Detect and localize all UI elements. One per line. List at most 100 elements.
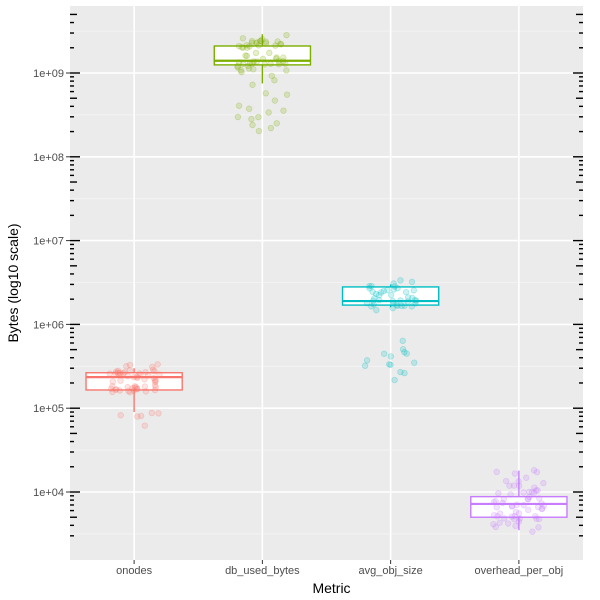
data-point xyxy=(538,500,545,507)
data-point xyxy=(108,385,115,392)
data-point xyxy=(121,369,128,376)
data-point xyxy=(249,121,256,129)
data-point xyxy=(516,515,523,522)
data-point xyxy=(253,39,260,47)
data-point xyxy=(376,297,383,304)
data-point xyxy=(134,385,141,393)
data-point xyxy=(234,63,241,70)
data-point xyxy=(532,487,540,494)
data-point xyxy=(496,519,503,526)
data-point xyxy=(361,362,369,369)
data-point xyxy=(404,294,412,301)
data-point xyxy=(130,373,138,381)
data-point xyxy=(538,505,546,513)
data-point xyxy=(114,367,122,375)
data-point xyxy=(142,369,149,376)
data-point xyxy=(535,503,542,511)
data-point xyxy=(373,306,380,314)
data-point xyxy=(245,105,253,112)
data-point xyxy=(533,515,540,522)
data-point xyxy=(112,370,119,377)
data-point xyxy=(133,385,141,393)
data-point xyxy=(386,361,393,368)
data-point xyxy=(249,60,256,67)
data-point xyxy=(275,57,283,65)
data-point xyxy=(124,372,131,380)
data-point xyxy=(283,31,290,39)
data-point xyxy=(370,301,377,308)
data-point xyxy=(412,300,419,307)
box xyxy=(470,495,568,518)
data-point xyxy=(248,39,256,46)
data-point xyxy=(275,60,283,68)
data-point xyxy=(491,511,498,519)
panel-background xyxy=(70,6,583,560)
data-point xyxy=(390,280,397,287)
y-tick-label: 1e+08 xyxy=(33,152,64,164)
data-point xyxy=(373,290,380,298)
data-point xyxy=(262,38,270,45)
data-point xyxy=(123,363,130,370)
data-point xyxy=(535,515,543,523)
data-point xyxy=(244,62,252,70)
data-point xyxy=(501,515,508,522)
data-point xyxy=(389,304,396,312)
data-point xyxy=(113,386,120,393)
data-point xyxy=(133,384,140,391)
data-point xyxy=(144,372,152,379)
data-point xyxy=(112,386,119,393)
data-point xyxy=(390,300,397,307)
data-point xyxy=(267,124,275,132)
data-point xyxy=(283,67,290,74)
data-point xyxy=(408,303,415,310)
data-point xyxy=(410,287,418,294)
x-tick-labels: onodes db_used_bytes avg_obj_size overhead_… xyxy=(116,560,563,577)
data-point xyxy=(125,387,132,395)
data-point xyxy=(253,39,261,46)
x-tick-label: onodes xyxy=(116,565,153,577)
data-point xyxy=(235,42,243,50)
data-point xyxy=(235,59,243,66)
data-point xyxy=(377,289,385,296)
data-point xyxy=(511,470,519,477)
data-point xyxy=(131,383,139,390)
data-point xyxy=(387,291,395,299)
data-point xyxy=(141,376,148,383)
data-point xyxy=(137,412,145,420)
data-point xyxy=(257,37,264,45)
data-point xyxy=(250,66,257,73)
data-point xyxy=(534,487,541,494)
data-point xyxy=(533,468,541,476)
data-point xyxy=(531,484,538,491)
y-tick-label: 1e+04 xyxy=(33,487,64,499)
data-point xyxy=(399,337,406,345)
data-point xyxy=(154,361,161,368)
data-point xyxy=(404,298,412,305)
data-point xyxy=(508,502,516,510)
data-point xyxy=(235,102,243,109)
data-point xyxy=(393,301,400,309)
data-point xyxy=(384,286,391,294)
data-point xyxy=(492,498,499,505)
right-log-ticks xyxy=(573,13,583,537)
data-point xyxy=(252,49,260,57)
data-point xyxy=(525,506,532,514)
data-point xyxy=(363,299,371,307)
data-point xyxy=(515,478,522,485)
x-axis-title: Metric xyxy=(312,580,350,596)
data-point xyxy=(507,491,514,498)
data-point xyxy=(272,42,279,49)
data-point xyxy=(401,302,408,309)
x-tick-label: overhead_per_obj xyxy=(475,565,564,577)
data-point xyxy=(515,518,523,525)
data-point xyxy=(116,369,124,377)
data-point xyxy=(511,512,518,520)
data-point xyxy=(117,412,124,419)
data-point xyxy=(273,54,280,61)
data-point xyxy=(540,479,547,487)
data-point xyxy=(150,366,157,373)
data-point xyxy=(528,488,536,496)
data-point xyxy=(412,297,420,304)
data-point xyxy=(150,374,157,382)
data-point xyxy=(380,287,387,295)
